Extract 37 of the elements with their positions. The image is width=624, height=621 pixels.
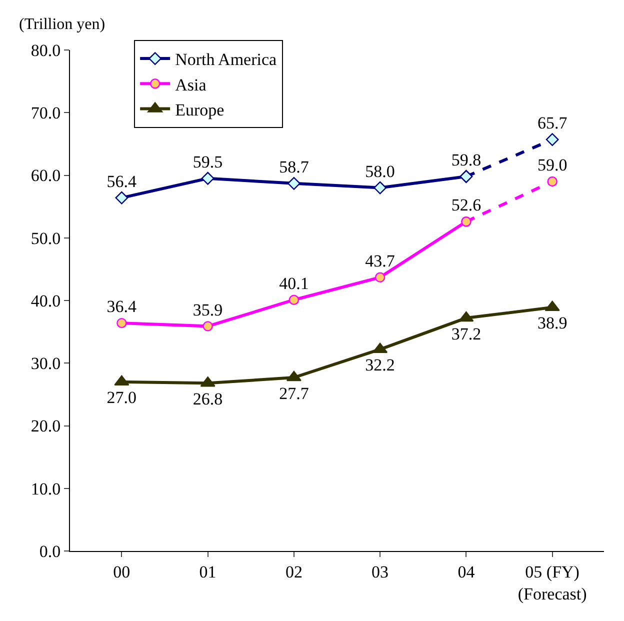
data-label: 27.0 (106, 388, 137, 408)
data-label: 43.7 (365, 251, 396, 270)
data-label: 40.1 (279, 274, 309, 293)
y-tick-label: 0.0 (39, 542, 61, 561)
data-label: 36.4 (106, 297, 138, 316)
y-tick-label: 50.0 (30, 228, 61, 248)
legend-label: Asia (175, 75, 207, 94)
data-label: 26.8 (192, 389, 223, 408)
data-label: 58.7 (279, 158, 310, 177)
x-tick-label: 02 (285, 562, 302, 582)
data-label: 59.0 (537, 156, 568, 175)
x-tick-label: 00 (113, 562, 130, 582)
y-axis-title: (Trillion yen) (19, 16, 106, 33)
data-label: 35.9 (192, 300, 223, 320)
x-tick-label: 01 (199, 562, 216, 582)
data-label: 37.2 (451, 324, 482, 344)
data-label: 38.9 (537, 314, 568, 333)
data-label: 56.4 (106, 172, 138, 191)
data-label: 52.6 (451, 196, 482, 215)
y-tick-label: 10.0 (30, 479, 61, 498)
legend-label: Europe (175, 100, 224, 120)
data-label: 27.7 (279, 384, 310, 403)
data-label: 59.8 (451, 150, 482, 170)
legend-label: North America (175, 50, 278, 70)
y-tick-label: 30.0 (30, 354, 61, 374)
y-tick-label: 80.0 (30, 40, 61, 60)
data-label: 65.7 (537, 114, 568, 133)
data-label: 32.2 (365, 356, 395, 375)
y-tick-label: 60.0 (30, 166, 61, 186)
y-tick-label: 40.0 (30, 291, 61, 310)
y-tick-label: 70.0 (30, 104, 61, 123)
data-label: 58.0 (365, 162, 395, 181)
y-tick-label: 20.0 (30, 416, 61, 436)
x-tick-label: 05 (FY) (Forecast) (518, 562, 587, 604)
x-tick-label: 03 (372, 562, 389, 582)
x-tick-label: 04 (458, 562, 476, 582)
data-label: 59.5 (192, 152, 223, 172)
